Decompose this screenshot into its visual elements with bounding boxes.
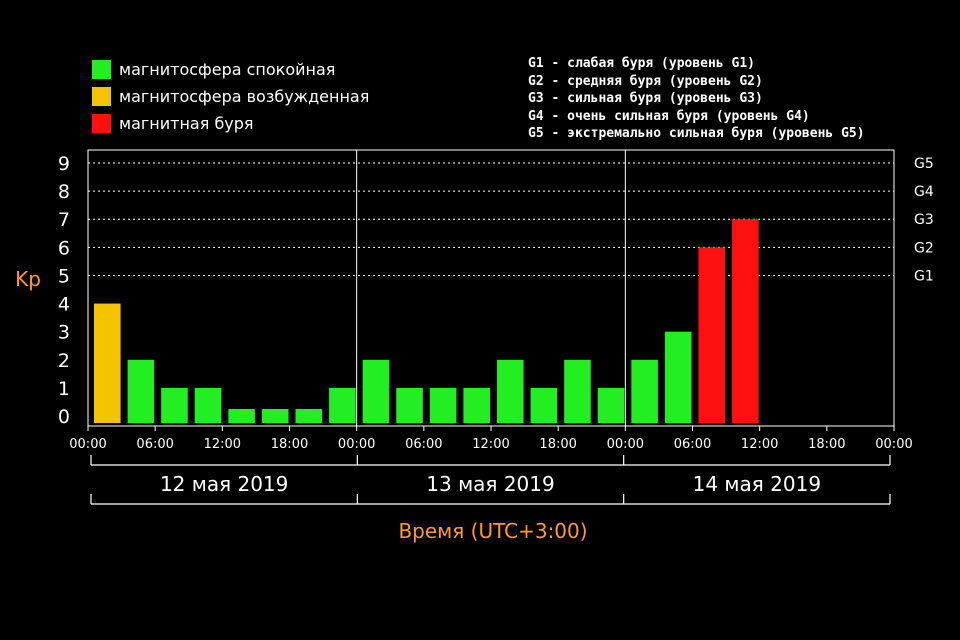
g-tick-label: G2	[914, 240, 934, 256]
g-scale-item: G2 - средняя буря (уровень G2)	[528, 73, 763, 89]
legend-swatch-storm	[92, 114, 111, 133]
y-tick-label: 7	[58, 209, 70, 231]
kp-bar	[463, 387, 490, 423]
g-tick-label: G1	[914, 268, 934, 284]
g-scale-item: G4 - очень сильная буря (уровень G4)	[528, 108, 810, 124]
y-tick-label: 6	[58, 237, 70, 259]
day-label: 14 мая 2019	[693, 472, 821, 496]
legend-item-active: магнитосфера возбужденная	[92, 83, 369, 110]
g-scale-legend: G1 - слабая буря (уровень G1) G2 - средн…	[528, 55, 865, 143]
day-label: 13 мая 2019	[426, 472, 554, 496]
kp-bar	[631, 359, 658, 423]
legend-item-storm: магнитная буря	[92, 110, 369, 137]
y-tick-label: 4	[58, 294, 70, 316]
kp-bar	[497, 359, 524, 423]
kp-bar	[127, 359, 155, 423]
g-tick-label: G3	[914, 212, 934, 228]
y-tick-label: 5	[58, 265, 70, 287]
x-tick-label: 12:00	[204, 437, 241, 452]
kp-bar	[194, 387, 222, 423]
color-legend: магнитосфера спокойная магнитосфера возб…	[92, 56, 369, 137]
kp-bar	[564, 359, 591, 423]
g-scale-item: G3 - сильная буря (уровень G3)	[528, 91, 763, 106]
g-tick-label: G4	[914, 184, 934, 200]
x-tick-label: 00:00	[69, 437, 106, 452]
legend-swatch-quiet	[92, 60, 111, 79]
y-tick-label: 9	[58, 153, 70, 175]
kp-bar	[362, 359, 390, 423]
g-scale-item: G1 - слабая буря (уровень G1)	[528, 56, 755, 71]
x-tick-label: 06:00	[136, 437, 173, 452]
x-tick-label: 18:00	[271, 437, 308, 452]
x-tick-label: 12:00	[741, 437, 778, 452]
x-tick-label: 18:00	[539, 437, 576, 452]
x-tick-label: 18:00	[808, 437, 845, 452]
y-tick-label: 1	[58, 378, 70, 400]
legend-label-quiet: магнитосфера спокойная	[119, 60, 336, 79]
kp-bar	[530, 387, 558, 423]
kp-bar	[261, 408, 289, 423]
kp-bar	[329, 387, 356, 423]
y-tick-label: 2	[58, 350, 70, 372]
kp-bar	[597, 387, 625, 423]
x-axis-label: Время (UTC+3:00)	[398, 519, 587, 543]
x-tick-label: 12:00	[472, 437, 509, 452]
g-tick-label: G5	[914, 156, 934, 172]
g-scale-item: G5 - экстремально сильная буря (уровень …	[528, 126, 865, 141]
x-tick-label: 00:00	[338, 437, 375, 452]
kp-bar	[228, 408, 255, 423]
legend-swatch-active	[92, 87, 111, 106]
kp-bar	[429, 387, 457, 423]
y-axis-label: Kp	[15, 267, 41, 291]
y-tick-label: 3	[58, 322, 70, 344]
day-label: 12 мая 2019	[160, 472, 288, 496]
y-tick-label: 0	[58, 406, 70, 428]
x-tick-label: 00:00	[607, 437, 644, 452]
x-tick-label: 00:00	[875, 437, 912, 452]
kp-bar	[732, 219, 759, 423]
legend-label-storm: магнитная буря	[119, 114, 254, 133]
x-tick-label: 06:00	[405, 437, 442, 452]
legend-label-active: магнитосфера возбужденная	[119, 87, 370, 106]
x-tick-label: 06:00	[674, 437, 711, 452]
kp-bar	[396, 387, 423, 423]
kp-bar	[94, 303, 121, 423]
legend-item-quiet: магнитосфера спокойная	[92, 56, 369, 83]
kp-bar	[664, 331, 692, 423]
y-tick-label: 8	[58, 181, 70, 203]
kp-bar	[295, 408, 323, 423]
kp-bar	[161, 387, 188, 423]
kp-bar	[698, 247, 726, 423]
